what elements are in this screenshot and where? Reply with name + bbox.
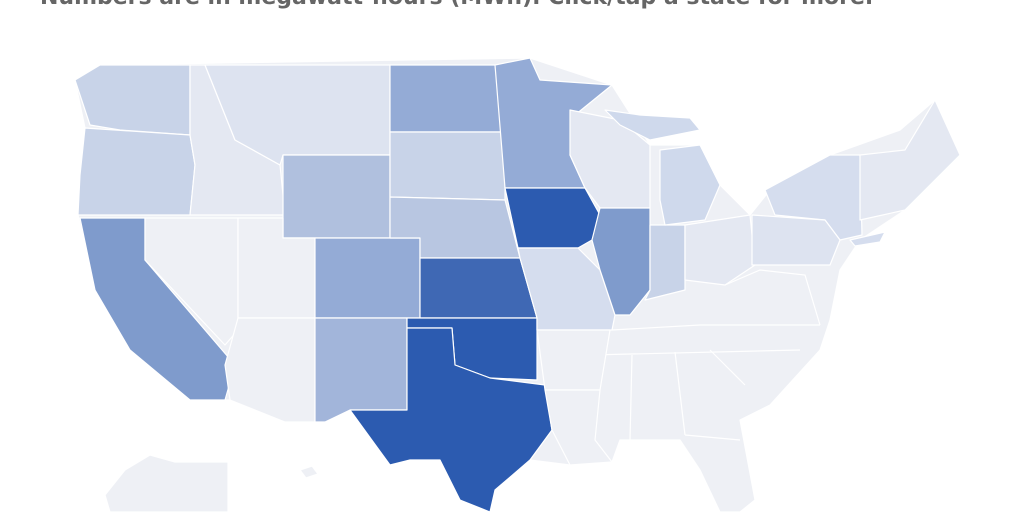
state [644, 224, 686, 301]
alaska [104, 454, 229, 512]
state [282, 154, 391, 239]
state-borders [611, 324, 820, 331]
state [544, 389, 613, 466]
state [74, 64, 191, 136]
state-borders [674, 351, 686, 436]
hawaii [299, 465, 319, 479]
state-borders [629, 354, 633, 441]
state [389, 131, 506, 201]
state [764, 154, 863, 241]
state [684, 214, 756, 286]
state [751, 214, 841, 266]
state [314, 237, 421, 319]
state [849, 231, 886, 247]
state [591, 207, 651, 316]
state [604, 109, 701, 141]
state [144, 217, 239, 346]
state [536, 329, 611, 391]
state-borders [724, 269, 821, 326]
state [659, 144, 721, 226]
state [224, 317, 316, 423]
us-map [74, 57, 961, 512]
state-borders [709, 349, 746, 386]
state [77, 127, 196, 216]
state-borders [684, 434, 741, 441]
state [389, 64, 506, 133]
state [419, 257, 538, 319]
state [859, 99, 961, 221]
state [504, 187, 601, 249]
subtitle: Numbers are in megawatt-hours (MWh). Cli… [40, 0, 873, 10]
state-borders [589, 349, 801, 356]
state [314, 317, 408, 423]
state [349, 327, 553, 512]
